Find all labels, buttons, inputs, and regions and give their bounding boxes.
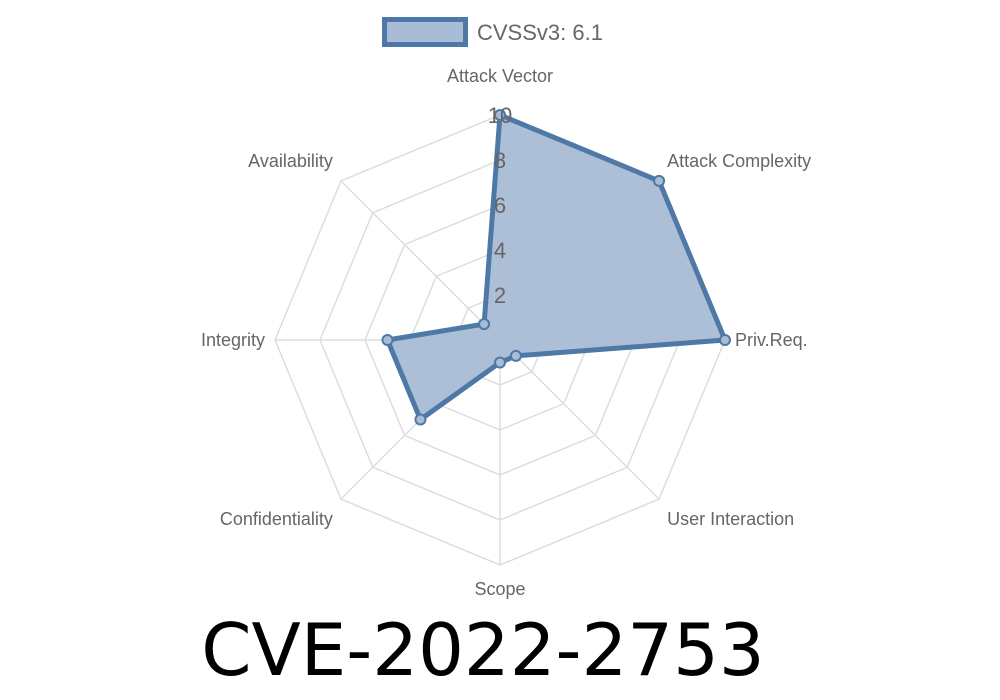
axis-label: User Interaction [667, 509, 794, 529]
legend-swatch [382, 17, 468, 47]
axis-label: Integrity [201, 330, 265, 350]
axis-labels: Attack Vector Attack Complexity Priv.Req. U… [201, 66, 811, 599]
tick-label: 2 [494, 283, 506, 308]
radar-series [381, 109, 731, 426]
axis-label: Scope [474, 579, 525, 599]
chart-title: CVE-2022-2753 [201, 608, 764, 692]
axis-label: Attack Complexity [667, 151, 811, 171]
legend[interactable]: CVSSv3: 6.1 [382, 17, 603, 47]
axis-label: Attack Vector [447, 66, 553, 86]
axis-label: Priv.Req. [735, 330, 808, 350]
data-point-scope[interactable] [494, 356, 506, 369]
data-point-user-interaction[interactable] [509, 349, 522, 362]
data-point-priv-req-[interactable] [719, 334, 731, 346]
legend-label: CVSSv3: 6.1 [477, 20, 603, 45]
grid-spoke [499, 339, 660, 500]
axis-label: Confidentiality [220, 509, 333, 529]
data-point-attack-complexity[interactable] [653, 174, 666, 187]
data-point-attack-vector[interactable] [494, 109, 506, 121]
axis-label: Availability [248, 151, 333, 171]
data-point-integrity[interactable] [381, 334, 394, 346]
radial-ticks: 2 4 6 8 10 [488, 103, 512, 308]
tick-label: 8 [494, 148, 506, 173]
data-point-confidentiality[interactable] [414, 413, 427, 426]
tick-label: 10 [488, 103, 512, 128]
tick-label: 4 [494, 238, 506, 263]
grid-spoke [340, 180, 501, 341]
data-point-availability[interactable] [478, 318, 491, 331]
tick-label: 6 [494, 193, 506, 218]
